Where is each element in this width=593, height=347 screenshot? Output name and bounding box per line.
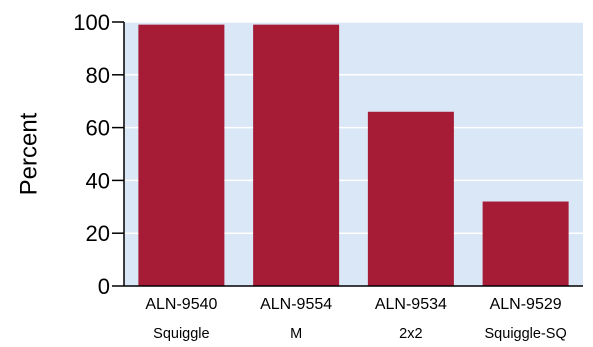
x-tick-sublabel: Squiggle-SQ [485, 326, 567, 342]
x-ticks: ALN-9540 Squiggle ALN-9554 M ALN-9534 2x2 ALN-… [145, 296, 566, 342]
y-tick-label: 0 [98, 274, 110, 299]
x-tick-label: ALN-9534 [375, 296, 447, 313]
bar [367, 111, 454, 286]
x-tick-sublabel: 2x2 [399, 326, 422, 342]
y-tick-label: 80 [86, 63, 110, 88]
y-ticks: 0 20 40 60 80 100 [73, 10, 124, 299]
x-tick-label: ALN-9554 [260, 296, 332, 313]
x-tick-sublabel: M [290, 326, 302, 342]
y-axis-label: Percent [15, 112, 42, 195]
x-tick-label: ALN-9540 [145, 296, 217, 313]
y-tick-label: 60 [86, 116, 110, 141]
x-tick-label: ALN-9529 [490, 296, 562, 313]
y-tick-label: 40 [86, 168, 110, 193]
bar [482, 201, 569, 286]
y-tick-label: 100 [73, 10, 110, 35]
bar [138, 24, 225, 286]
y-tick-label: 20 [86, 221, 110, 246]
bars [138, 24, 569, 286]
bar [253, 24, 340, 286]
x-tick-sublabel: Squiggle [153, 326, 209, 342]
